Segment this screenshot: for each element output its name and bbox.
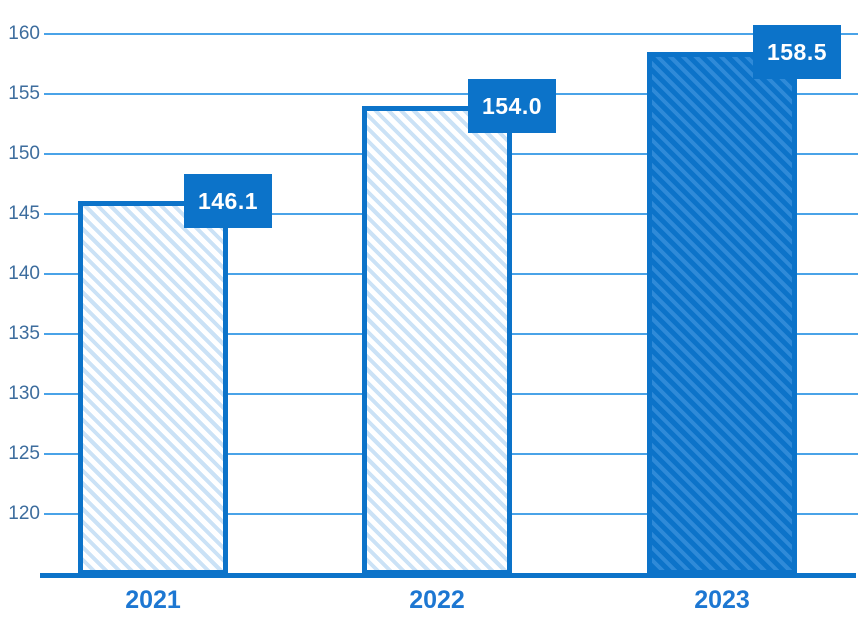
value-label-2022: 154.0 xyxy=(468,79,556,133)
value-label-2021: 146.1 xyxy=(184,174,272,228)
x-axis-label-2021: 2021 xyxy=(125,586,181,614)
gridline xyxy=(44,93,858,95)
y-axis-tick-label: 125 xyxy=(8,443,40,464)
bar-2021 xyxy=(78,201,228,575)
x-axis-line xyxy=(40,573,856,578)
y-axis-tick-label: 145 xyxy=(8,203,40,224)
y-axis-tick-label: 120 xyxy=(8,503,40,524)
y-axis-tick-label: 135 xyxy=(8,323,40,344)
y-axis-tick-label: 140 xyxy=(8,263,40,284)
bar-2023 xyxy=(647,52,797,575)
y-axis-tick-label: 130 xyxy=(8,383,40,404)
x-axis-label-2023: 2023 xyxy=(694,586,750,614)
y-axis-tick-label: 150 xyxy=(8,143,40,164)
x-axis-label-2022: 2022 xyxy=(409,586,465,614)
y-axis-tick-label: 155 xyxy=(8,83,40,104)
bar-2022 xyxy=(362,106,512,575)
value-label-2023: 158.5 xyxy=(753,25,841,79)
gridline xyxy=(44,33,858,35)
y-axis-tick-label: 160 xyxy=(8,23,40,44)
